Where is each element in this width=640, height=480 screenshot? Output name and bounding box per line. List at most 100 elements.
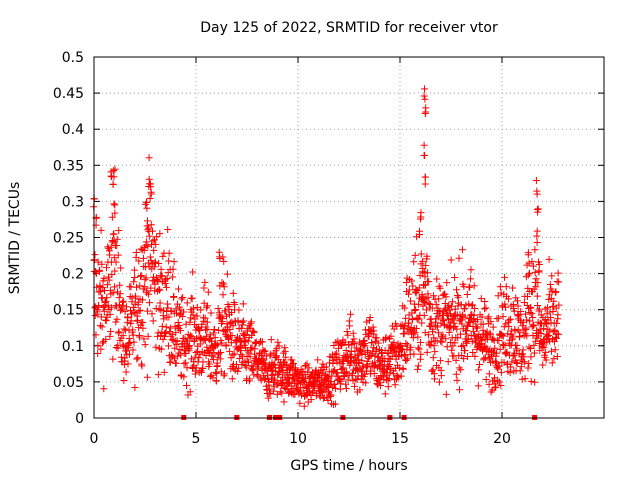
data-point — [192, 348, 200, 356]
data-point — [134, 298, 142, 306]
data-point — [189, 311, 197, 319]
data-point — [506, 315, 514, 323]
data-point — [420, 85, 428, 93]
data-point — [102, 317, 110, 325]
data-point — [146, 195, 154, 203]
data-point — [286, 379, 294, 387]
data-point — [240, 317, 248, 325]
data-point — [553, 352, 561, 360]
data-point — [98, 294, 106, 302]
data-point — [140, 335, 148, 343]
y-tick-label: 0.1 — [62, 339, 84, 355]
data-point — [411, 329, 419, 337]
data-point — [160, 307, 168, 315]
data-point — [296, 399, 304, 407]
data-point — [465, 300, 473, 308]
data-point — [189, 304, 197, 312]
data-point — [448, 346, 456, 354]
data-point — [173, 337, 181, 345]
data-point — [485, 313, 493, 321]
data-point — [478, 313, 486, 321]
data-point — [522, 324, 530, 332]
data-point — [264, 394, 272, 402]
y-axis-ticks: 0 0.05 0.1 0.15 0.2 0.25 0.3 0.35 0.4 0.45 0.5 — [53, 50, 604, 427]
data-point — [105, 276, 113, 284]
data-point — [133, 283, 141, 291]
data-point — [271, 377, 279, 385]
data-point — [385, 375, 393, 383]
data-point — [282, 353, 290, 361]
data-point — [535, 261, 543, 269]
data-point — [183, 382, 191, 390]
data-point — [380, 361, 388, 369]
data-point — [218, 339, 226, 347]
data-point — [137, 245, 145, 253]
data-point — [279, 349, 287, 357]
data-point — [530, 322, 538, 330]
data-point — [437, 372, 445, 380]
data-point — [461, 313, 469, 321]
data-point — [273, 352, 281, 360]
data-point — [534, 279, 542, 287]
data-point — [451, 339, 459, 347]
data-point — [358, 357, 366, 365]
data-point — [469, 349, 477, 357]
data-point — [432, 300, 440, 308]
data-point — [331, 350, 339, 358]
data-point — [211, 334, 219, 342]
data-point — [428, 320, 436, 328]
data-point — [442, 293, 450, 301]
data-point — [548, 347, 556, 355]
data-point — [170, 258, 178, 266]
data-point — [533, 232, 541, 240]
data-point — [514, 311, 522, 319]
data-point — [316, 393, 324, 401]
data-point — [425, 299, 433, 307]
data-point — [322, 363, 330, 371]
data-point — [390, 338, 398, 346]
data-point — [554, 269, 562, 277]
data-point — [481, 297, 489, 305]
data-point — [164, 304, 172, 312]
data-point — [518, 375, 526, 383]
data-point — [496, 283, 504, 291]
data-point — [146, 299, 154, 307]
data-point — [235, 364, 243, 372]
data-point — [517, 363, 525, 371]
data-point — [525, 259, 533, 267]
data-point — [475, 366, 483, 374]
data-point — [145, 232, 153, 240]
data-point — [473, 324, 481, 332]
data-point — [407, 324, 415, 332]
data-point — [494, 314, 502, 322]
data-point — [216, 253, 224, 261]
data-point — [212, 340, 220, 348]
data-point — [362, 379, 370, 387]
data-point — [237, 324, 245, 332]
data-point — [495, 336, 503, 344]
data-point — [470, 311, 478, 319]
data-point — [459, 341, 467, 349]
y-tick-label: 0.15 — [53, 303, 84, 319]
data-point — [297, 368, 305, 376]
data-point — [94, 258, 102, 266]
data-point — [365, 316, 373, 324]
data-point — [246, 353, 254, 361]
data-point — [482, 375, 490, 383]
data-point — [519, 357, 527, 365]
data-point — [237, 337, 245, 345]
data-point — [155, 285, 163, 293]
data-point — [141, 276, 149, 284]
data-point — [207, 309, 215, 317]
data-point — [498, 331, 506, 339]
data-point — [521, 375, 529, 383]
data-point — [235, 306, 243, 314]
data-point — [356, 386, 364, 394]
data-point — [402, 339, 410, 347]
data-point — [97, 345, 105, 353]
data-point — [123, 303, 131, 311]
data-point — [274, 338, 282, 346]
data-point — [144, 217, 152, 225]
data-point — [97, 226, 105, 234]
data-point — [374, 353, 382, 361]
